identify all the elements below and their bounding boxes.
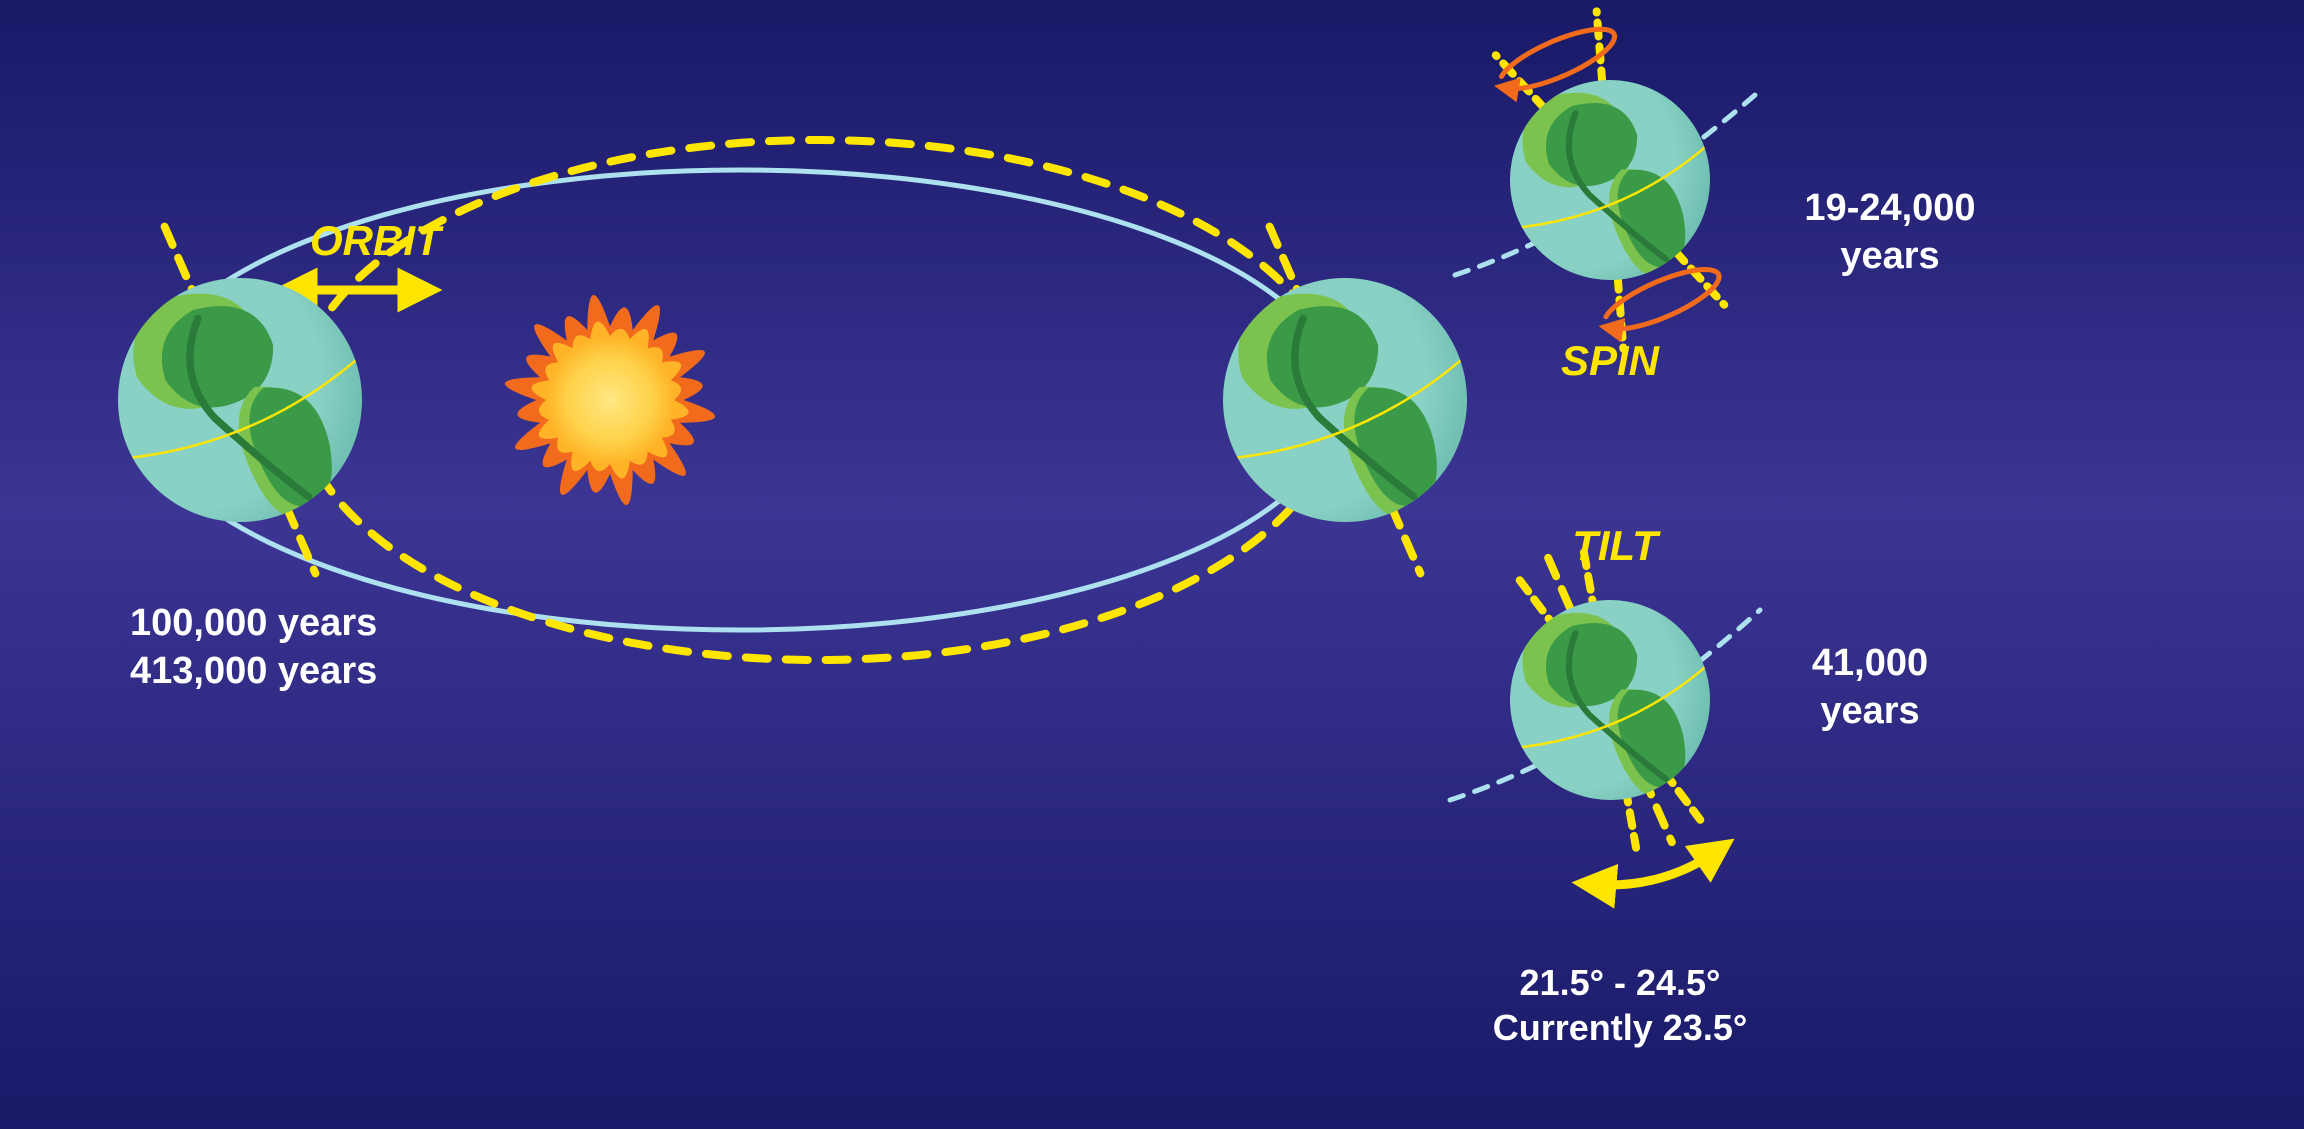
tilt-label: TILT [1572,520,1658,573]
spin-label: SPIN [1561,335,1659,388]
orbit-label: ORBIT [310,215,441,268]
tilt-period-label: 41,000 years [1812,640,1928,735]
tilt-range-label: 21.5° - 24.5° Currently 23.5° [1493,960,1748,1050]
spin-period-label: 19-24,000 years [1804,185,1975,280]
milankovitch-diagram: ORBIT 100,000 years 413,000 years SPIN 1… [0,0,2304,1129]
orbit-period-label: 100,000 years 413,000 years [130,600,377,695]
diagram-svg [0,0,2304,1129]
